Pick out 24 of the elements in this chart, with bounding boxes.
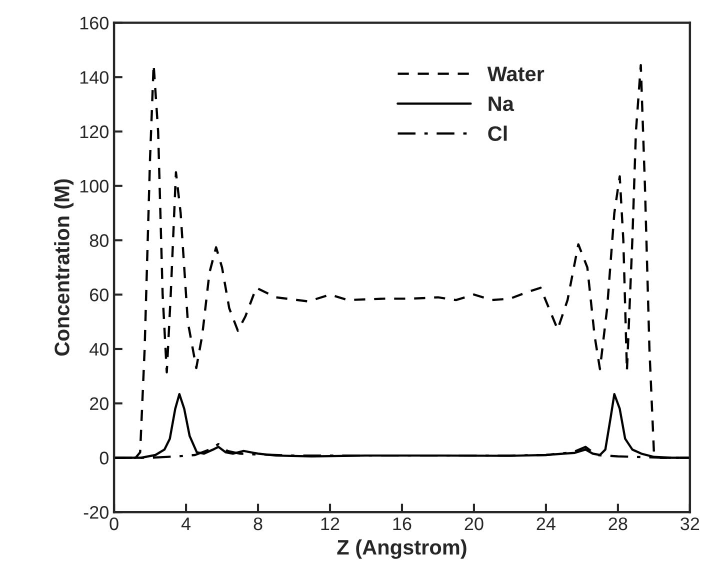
y-tick-label: 60 bbox=[90, 288, 108, 302]
y-tick-label: 80 bbox=[90, 234, 108, 247]
y-tick-label: 20 bbox=[90, 397, 108, 410]
x-tick-label: 24 bbox=[536, 517, 556, 530]
x-tick-label: 32 bbox=[680, 517, 700, 530]
x-tick-label: 16 bbox=[393, 517, 412, 530]
x-tick-label: 8 bbox=[254, 517, 262, 530]
y-tick-label: 160 bbox=[80, 16, 108, 30]
y-tick-label: 120 bbox=[80, 125, 108, 138]
x-axis-title: Z (Angstrom) bbox=[337, 539, 466, 559]
x-tick-label: 4 bbox=[181, 518, 191, 530]
legend-label: Water bbox=[487, 66, 544, 82]
y-axis-title: Concentration (M) bbox=[54, 179, 74, 356]
x-tick-label: 12 bbox=[321, 517, 340, 530]
legend-label: Cl bbox=[488, 126, 507, 141]
legend-label: Na bbox=[488, 96, 514, 112]
x-tick-label: 28 bbox=[608, 517, 628, 530]
y-tick-label: 40 bbox=[90, 342, 108, 356]
x-tick-label: 0 bbox=[110, 517, 118, 530]
y-tick-label: 100 bbox=[80, 180, 108, 193]
x-tick-label: 20 bbox=[464, 517, 484, 530]
y-tick-label: 0 bbox=[100, 452, 108, 464]
y-tick-label: -20 bbox=[84, 506, 108, 519]
y-tick-label: 140 bbox=[80, 71, 108, 84]
